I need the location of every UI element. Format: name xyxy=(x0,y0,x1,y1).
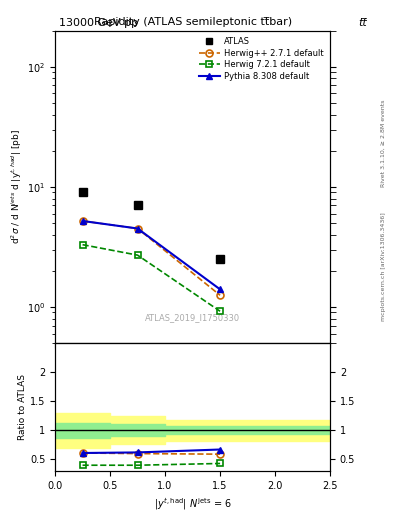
Y-axis label: Ratio to ATLAS: Ratio to ATLAS xyxy=(18,374,27,440)
Text: tt̅: tt̅ xyxy=(359,18,367,28)
Text: Rivet 3.1.10, ≥ 2.8M events: Rivet 3.1.10, ≥ 2.8M events xyxy=(381,100,386,187)
X-axis label: $|y^{t,\mathregular{had}}|\ N^{\mathregular{jets}}$ = 6: $|y^{t,\mathregular{had}}|\ N^{\mathregu… xyxy=(154,496,231,512)
Y-axis label: d$^2$$\sigma$ / d N$^{jets}$ d |y$^{t,had}$| [pb]: d$^2$$\sigma$ / d N$^{jets}$ d |y$^{t,ha… xyxy=(10,130,24,244)
Title: Rapidity (ATLAS semileptonic tt̅bar): Rapidity (ATLAS semileptonic tt̅bar) xyxy=(94,17,292,27)
Legend: ATLAS, Herwig++ 2.7.1 default, Herwig 7.2.1 default, Pythia 8.308 default: ATLAS, Herwig++ 2.7.1 default, Herwig 7.… xyxy=(196,35,326,83)
Text: ATLAS_2019_I1750330: ATLAS_2019_I1750330 xyxy=(145,313,240,323)
Text: 13000 GeV pp: 13000 GeV pp xyxy=(59,18,138,28)
Text: mcplots.cern.ch [arXiv:1306.3436]: mcplots.cern.ch [arXiv:1306.3436] xyxy=(381,212,386,321)
